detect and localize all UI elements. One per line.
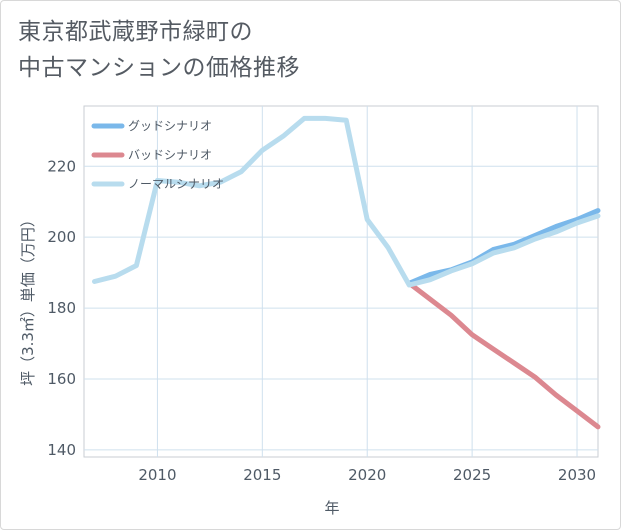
- legend-label-1: バッドシナリオ: [128, 148, 212, 162]
- series-line-0: [406, 208, 601, 286]
- x-tick-2020: 2020: [348, 466, 386, 484]
- x-tick-2015: 2015: [243, 466, 281, 484]
- y-tick-220: 220: [47, 157, 76, 175]
- title-line-1: 東京都武蔵野市緑町の: [18, 19, 253, 45]
- series-line-1: [406, 280, 601, 430]
- title-line-2: 中古マンションの価格推移: [18, 55, 300, 81]
- y-tick-180: 180: [47, 299, 76, 317]
- chart-title: 東京都武蔵野市緑町の 中古マンションの価格推移: [18, 14, 300, 86]
- series-line-2: [92, 115, 601, 288]
- x-axis-label: 年: [324, 499, 339, 517]
- x-tick-2030: 2030: [558, 466, 596, 484]
- legend-label-0: グッドシナリオ: [128, 119, 212, 133]
- plot-area: [83, 105, 599, 458]
- y-axis-label: 坪（3.3㎡）単価（万円）: [19, 212, 37, 386]
- series-lines: [92, 115, 601, 430]
- x-tick-2010: 2010: [138, 466, 176, 484]
- y-tick-200: 200: [47, 228, 76, 246]
- legend-label-2: ノーマルシナリオ: [128, 177, 224, 191]
- y-tick-140: 140: [47, 441, 76, 459]
- y-tick-160: 160: [47, 370, 76, 388]
- x-tick-2025: 2025: [453, 466, 491, 484]
- grid: [84, 106, 598, 457]
- axis-ticks: 2010 2015 2020 2025 2030 140 160 180 200 220: [47, 157, 596, 484]
